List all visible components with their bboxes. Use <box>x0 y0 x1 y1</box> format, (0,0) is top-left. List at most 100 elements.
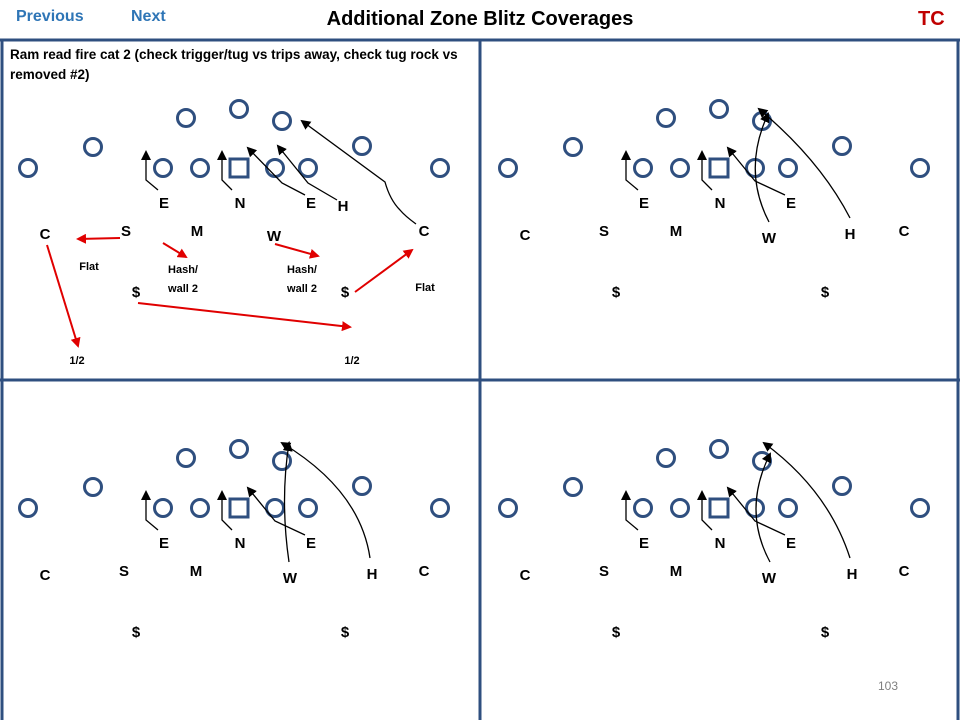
defender-w: W <box>762 570 777 587</box>
e2-rush-arrow <box>726 146 786 196</box>
lineman-right-tackle <box>778 158 798 178</box>
n-rush-arrow <box>697 150 713 191</box>
defender-m: M <box>191 223 204 240</box>
defender-e1: E <box>159 195 169 212</box>
panel-1: E N E H C S M W C $ $ Flat Hash/wall 2 Hash/wall 2 Fla… <box>18 99 450 367</box>
n-rush-arrow <box>217 150 233 191</box>
page-title: Additional Zone Blitz Coverages <box>326 8 634 30</box>
receiver-left-wing <box>656 108 676 128</box>
h-blitz-arrow <box>762 441 851 559</box>
e2-rush-arrow <box>246 486 306 536</box>
defender-n: N <box>715 535 726 552</box>
defender-safety-left: $ <box>132 284 141 301</box>
receiver-right-slot <box>352 136 372 156</box>
w-blitz-arrow <box>755 452 771 563</box>
receiver-left-slot <box>563 137 583 157</box>
e1-rush-arrow <box>141 150 159 191</box>
center-square <box>708 157 730 179</box>
receiver-backfield <box>229 99 249 119</box>
defender-n: N <box>235 195 246 212</box>
defender-h: H <box>845 226 856 243</box>
defender-e2: E <box>786 535 796 552</box>
e1-rush-arrow <box>621 490 639 531</box>
tc-badge: TC <box>918 8 945 30</box>
w-blitz-arrow <box>282 441 293 563</box>
h-blitz-arrow <box>280 441 371 559</box>
hash-left-arrow <box>162 242 188 259</box>
hash-right-arrow <box>274 243 320 259</box>
defender-c-left: C <box>520 227 531 244</box>
lineman-right-guard <box>265 158 285 178</box>
lineman-left-tackle <box>633 158 653 178</box>
receiver-left-wide <box>498 158 518 178</box>
half-left-arrow <box>46 244 81 348</box>
e1-rush-arrow <box>141 490 159 531</box>
zone-hash-right-line2: wall 2 <box>286 283 317 295</box>
defender-s: S <box>121 223 131 240</box>
defender-w: W <box>267 228 282 245</box>
receiver-left-slot <box>83 477 103 497</box>
h-blitz-arrow <box>757 107 851 219</box>
receiver-left-wing <box>176 108 196 128</box>
defender-safety-left: $ <box>612 624 621 641</box>
lineman-left-guard <box>670 158 690 178</box>
e2-rush-arrow <box>726 486 786 536</box>
defender-e2: E <box>306 535 316 552</box>
previous-link[interactable]: Previous <box>16 8 84 25</box>
lineman-left-guard <box>190 158 210 178</box>
defender-c-left: C <box>40 226 51 243</box>
panel-grid <box>0 38 960 720</box>
panel-3: E N E C S M W H C $ $ <box>18 439 450 641</box>
receiver-left-wing <box>656 448 676 468</box>
defender-c-right: C <box>419 223 430 240</box>
receiver-left-wide <box>18 158 38 178</box>
defender-e2: E <box>306 195 316 212</box>
receiver-left-wide <box>498 498 518 518</box>
defender-s: S <box>119 563 129 580</box>
panel-4: E N E C S M W H C $ $ <box>498 439 930 641</box>
w-blitz-arrow <box>754 112 770 223</box>
page-number: 103 <box>878 679 899 693</box>
defender-c-right: C <box>419 563 430 580</box>
lineman-right-tackle <box>778 498 798 518</box>
receiver-right-wing <box>272 111 292 131</box>
receiver-left-slot <box>563 477 583 497</box>
receiver-right-wide <box>910 498 930 518</box>
zone-flat-left: Flat <box>79 261 99 273</box>
zone-hash-left-line2: wall 2 <box>167 283 198 295</box>
defender-safety-right: $ <box>821 284 830 301</box>
center-square <box>228 497 250 519</box>
zone-flat-right: Flat <box>415 282 435 294</box>
defender-e2: E <box>786 195 796 212</box>
defender-safety-right: $ <box>341 624 350 641</box>
receiver-right-wide <box>910 158 930 178</box>
n-rush-arrow <box>697 490 713 531</box>
flat-right-arrow <box>354 248 414 293</box>
lineman-right-guard <box>265 498 285 518</box>
defender-m: M <box>670 563 683 580</box>
defender-safety-right: $ <box>341 284 350 301</box>
defender-c-right: C <box>899 223 910 240</box>
e1-rush-arrow <box>621 150 639 191</box>
zone-half-right: 1/2 <box>344 355 359 367</box>
panel-2: E N E C S M W H C $ $ <box>498 99 930 301</box>
receiver-right-wide <box>430 158 450 178</box>
zone-half-left: 1/2 <box>69 355 84 367</box>
defender-c-left: C <box>520 567 531 584</box>
receiver-right-wing <box>752 451 772 471</box>
n-rush-arrow <box>217 490 233 531</box>
center-square <box>708 497 730 519</box>
lineman-left-tackle <box>153 158 173 178</box>
lineman-left-guard <box>190 498 210 518</box>
next-link[interactable]: Next <box>131 8 166 25</box>
defender-e1: E <box>639 535 649 552</box>
defender-w: W <box>283 570 298 587</box>
c-blitz-arrow <box>300 119 417 225</box>
defender-m: M <box>670 223 683 240</box>
receiver-left-wide <box>18 498 38 518</box>
defender-safety-left: $ <box>612 284 621 301</box>
receiver-right-slot <box>832 136 852 156</box>
panel-1-caption: Ram read fire cat 2 (check trigger/tug v… <box>10 47 458 82</box>
lineman-right-guard <box>745 498 765 518</box>
